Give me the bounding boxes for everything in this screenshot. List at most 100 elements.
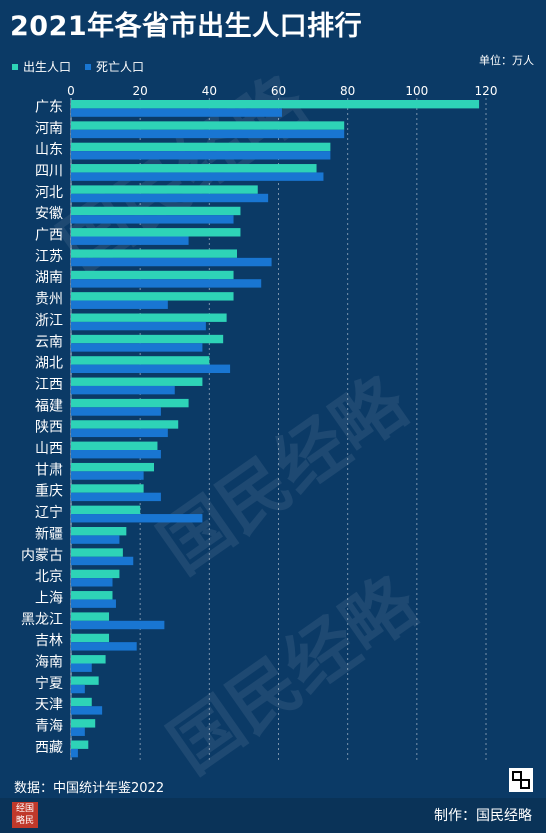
bar-birth [71,697,92,707]
x-tick-label: 40 [202,84,217,98]
category-label: 内蒙古 [21,548,63,564]
bar-death [71,279,262,288]
category-label: 江西 [35,377,63,393]
bar-death [71,428,168,438]
x-tick-label: 60 [271,84,286,98]
legend-item-death: 死亡人口 [85,58,144,75]
bar-birth [71,249,237,258]
bar-birth [71,377,203,386]
category-label: 河北 [35,185,63,201]
category-label: 辽宁 [35,504,63,521]
bar-birth [71,164,317,173]
category-label: 山东 [35,142,63,158]
bar-death [71,364,231,373]
bar-birth [71,527,127,536]
x-tick-label: 0 [67,84,75,98]
bar-birth [71,206,241,216]
category-label: 四川 [35,163,63,179]
bar-death [71,257,272,267]
bar-death [71,300,168,309]
category-label: 上海 [35,590,63,606]
bar-birth [71,462,154,472]
bar-birth [71,270,234,280]
category-label: 广西 [35,228,63,244]
chart-title: 2021年各省市出生人口排行 [10,11,363,42]
legend-label-birth: 出生人口 [23,60,72,74]
bar-birth [71,100,480,109]
bar-death [71,172,324,181]
bar-death [71,407,161,416]
bar-death [71,450,161,459]
unit-label: 单位：万人 [479,54,534,67]
x-tick-label: 20 [133,84,148,98]
category-label: 宁夏 [35,675,63,692]
legend-item-birth: 出生人口 [12,58,71,75]
category-label: 云南 [35,334,63,350]
bar-death [71,514,203,523]
category-label: 湖北 [35,356,63,372]
category-label: 西藏 [35,740,63,756]
logo-line-2: 略民 [15,816,34,826]
bar-birth [71,313,227,322]
brand-logo: 经国 略民 [12,802,38,828]
category-label: 天津 [35,697,63,713]
bar-birth [71,334,224,344]
category-label: 浙江 [35,313,63,329]
bar-death [71,471,144,480]
bar-death [71,599,116,608]
bar-death [71,343,203,352]
bar-birth [71,142,331,152]
data-source: 数据：中国统计年鉴2022 [14,781,165,796]
bar-death [71,108,282,117]
bar-death [71,492,161,502]
category-label: 海南 [35,655,63,671]
category-label: 陕西 [35,420,63,436]
category-label: 安徽 [35,206,63,222]
maker-credit: 制作：国民经略 [434,808,532,824]
category-label: 青海 [35,719,63,735]
bar-birth [71,228,241,237]
category-label: 山西 [35,441,63,457]
bar-birth [71,484,144,493]
bar-death [71,535,120,544]
bar-death [71,727,85,736]
bar-birth [71,505,141,515]
bar-death [71,215,234,224]
bar-death [71,385,175,395]
category-label: 福建 [35,398,63,414]
bar-death [71,684,85,694]
bar-birth [71,356,210,365]
bar-death [71,193,269,203]
bar-birth [71,655,106,664]
legend-swatch-birth [12,63,18,70]
bar-birth [71,612,110,621]
footer-bar [0,798,546,833]
category-label: 湖南 [35,270,63,286]
bar-birth [71,185,258,194]
bar-birth [71,292,234,301]
bar-birth [71,548,123,557]
bar-death [71,663,92,672]
category-label: 重庆 [35,484,63,500]
bar-birth [71,740,89,749]
bar-birth [71,441,158,450]
legend-swatch-death [85,63,92,70]
bar-death [71,578,113,587]
category-label: 甘肃 [35,462,63,478]
category-label: 江苏 [35,249,63,265]
legend: 出生人口 死亡人口 [12,58,144,75]
bar-death [71,706,103,715]
x-tick-label: 80 [340,84,355,98]
bar-birth [71,591,113,600]
bar-death [71,620,165,630]
bar-birth [71,398,189,408]
category-label: 黑龙江 [21,612,63,628]
bar-death [71,236,189,245]
category-label: 广东 [35,99,63,115]
x-tick-label: 120 [475,84,498,98]
bar-birth [71,569,120,579]
bar-death [71,748,78,758]
bar-death [71,642,137,651]
logo-line-1: 经国 [15,804,34,814]
bar-chart: 0 20 40 60 80 100 120 广东河南山东四川河北安徽广西江苏湖南贵州浙江云南湖… [21,84,498,760]
